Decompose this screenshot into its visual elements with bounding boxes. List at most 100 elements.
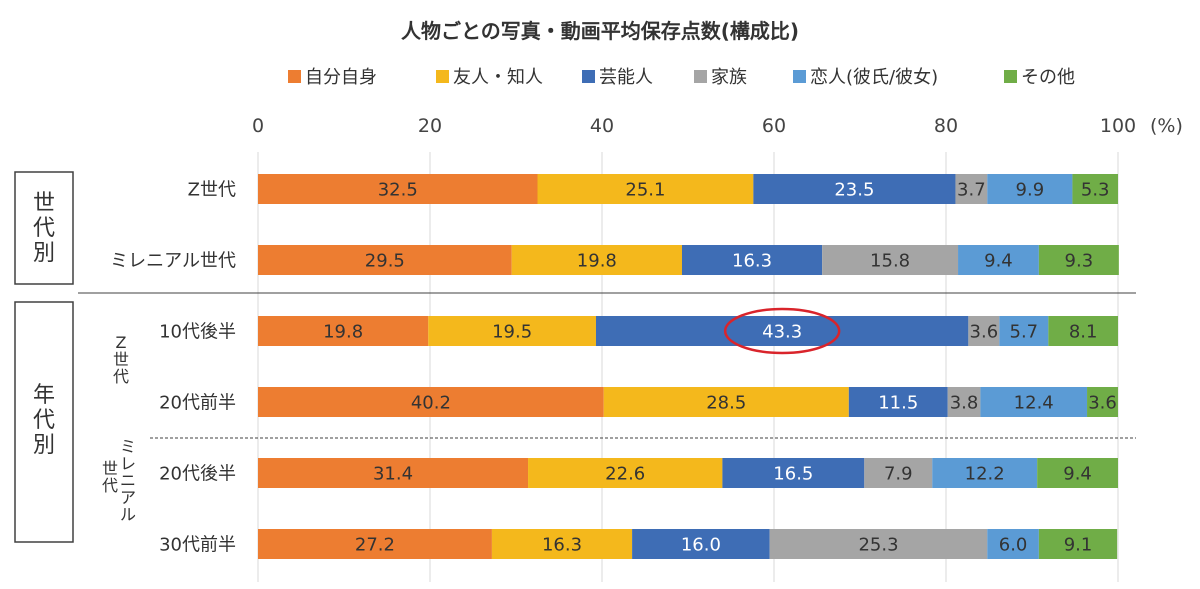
data-label: 16.3: [732, 251, 772, 272]
vertical-char: ニ: [120, 471, 136, 490]
data-label: 3.6: [970, 322, 999, 343]
bar-segment: [258, 316, 429, 346]
bar-segment: [955, 174, 988, 204]
bar-segment: [603, 387, 849, 417]
vertical-char: レ: [120, 454, 136, 473]
data-label: 5.7: [1010, 322, 1039, 343]
legend-label: 家族: [711, 67, 747, 88]
vertical-char: 代: [33, 216, 55, 241]
subgroup-label: 世代: [102, 459, 118, 495]
subgroup-label: Z世代: [113, 333, 129, 386]
data-label: 32.5: [378, 180, 418, 201]
legend-label: 友人・知人: [453, 67, 543, 88]
bar-segment: [595, 316, 969, 346]
vertical-char: 世: [33, 191, 55, 216]
data-label: 23.5: [834, 180, 874, 201]
group-label: 世代別: [33, 191, 55, 266]
legend-label: 自分自身: [305, 67, 377, 88]
bar-segment: [258, 387, 604, 417]
bar-segment: [753, 174, 956, 204]
data-label: 7.9: [884, 464, 913, 485]
category-label: 20代後半: [159, 464, 236, 485]
x-tick-label: 80: [934, 115, 958, 137]
data-label: 9.1: [1064, 535, 1093, 556]
bar-segment: [947, 387, 981, 417]
highlight-circle: [723, 307, 841, 355]
category-label: 10代後半: [159, 322, 236, 343]
data-label: 12.2: [965, 464, 1005, 485]
data-label: 3.8: [950, 393, 979, 414]
data-label: 9.4: [984, 251, 1013, 272]
bar-segment: [848, 387, 948, 417]
bar-segment: [511, 245, 682, 275]
legend: 自分自身 友人・知人 芸能人 家族 恋人(彼氏/彼女) その他: [288, 66, 1075, 88]
bar-segment: [428, 316, 596, 346]
x-tick-label: 100: [1100, 115, 1136, 137]
vertical-char: ミ: [120, 437, 136, 456]
data-label: 25.3: [858, 535, 898, 556]
data-label: 6.0: [999, 535, 1028, 556]
vertical-char: 別: [33, 433, 55, 458]
data-label: 43.3: [762, 322, 802, 343]
legend-swatch: [582, 70, 595, 83]
legend-label: その他: [1021, 67, 1075, 88]
bar-segment: [1087, 387, 1118, 417]
vertical-char: 別: [33, 241, 55, 266]
bars: 32.5 25.1 23.5 3.7 9.9 5.3 29.5 19.8 16.3 15.8 9.4…: [258, 174, 1119, 559]
bar-segment: [932, 458, 1038, 488]
data-label: 22.6: [605, 464, 645, 485]
data-label: 31.4: [373, 464, 413, 485]
x-axis-ticks: 0 20 40 60 80 100: [252, 115, 1136, 137]
data-label: 9.4: [1063, 464, 1092, 485]
bar-segment: [1038, 529, 1118, 559]
bar-segment: [537, 174, 754, 204]
vertical-char: ア: [120, 488, 136, 507]
bar-segment: [722, 458, 865, 488]
bar-segment: [769, 529, 988, 559]
data-label: 16.0: [681, 535, 721, 556]
data-label: 16.3: [542, 535, 582, 556]
data-label: 3.7: [957, 180, 986, 201]
vertical-char: 年: [33, 383, 55, 408]
x-tick-label: 0: [252, 115, 264, 137]
data-label: 8.1: [1069, 322, 1098, 343]
bar-segment: [822, 245, 959, 275]
data-label: 40.2: [411, 393, 451, 414]
legend-swatch: [793, 70, 806, 83]
category-label: 20代前半: [159, 393, 236, 414]
vertical-char: ル: [120, 505, 136, 524]
legend-swatch: [694, 70, 707, 83]
x-tick-label: 60: [762, 115, 786, 137]
category-label: Z世代: [188, 180, 236, 201]
bar-segment: [987, 174, 1073, 204]
bar-segment: [1048, 316, 1118, 346]
data-label: 19.8: [577, 251, 617, 272]
data-label: 9.9: [1016, 180, 1045, 201]
bar-segment: [1072, 174, 1118, 204]
bar-segment: [864, 458, 933, 488]
data-label: 28.5: [706, 393, 746, 414]
x-tick-label: 40: [590, 115, 614, 137]
legend-label: 芸能人: [599, 67, 653, 88]
data-label: 27.2: [355, 535, 395, 556]
subgroup-label: ミレニアル: [120, 437, 136, 524]
group-box: [14, 301, 74, 543]
category-label: 30代前半: [159, 535, 236, 556]
bar-segment: [258, 529, 492, 559]
data-label: 3.6: [1088, 393, 1117, 414]
bar-segment: [980, 387, 1088, 417]
group-box: [14, 171, 74, 285]
bar-segment: [258, 458, 529, 488]
x-axis-unit: (%): [1150, 115, 1183, 137]
bar-segment: [528, 458, 723, 488]
data-label: 19.5: [492, 322, 532, 343]
vertical-char: 代: [33, 408, 55, 433]
bar-segment: [1037, 458, 1118, 488]
data-label: 19.8: [323, 322, 363, 343]
vertical-char: 代: [113, 367, 129, 386]
category-label: ミレニアル世代: [110, 251, 236, 272]
chart-title: 人物ごとの写真・動画平均保存点数(構成比): [401, 19, 799, 43]
